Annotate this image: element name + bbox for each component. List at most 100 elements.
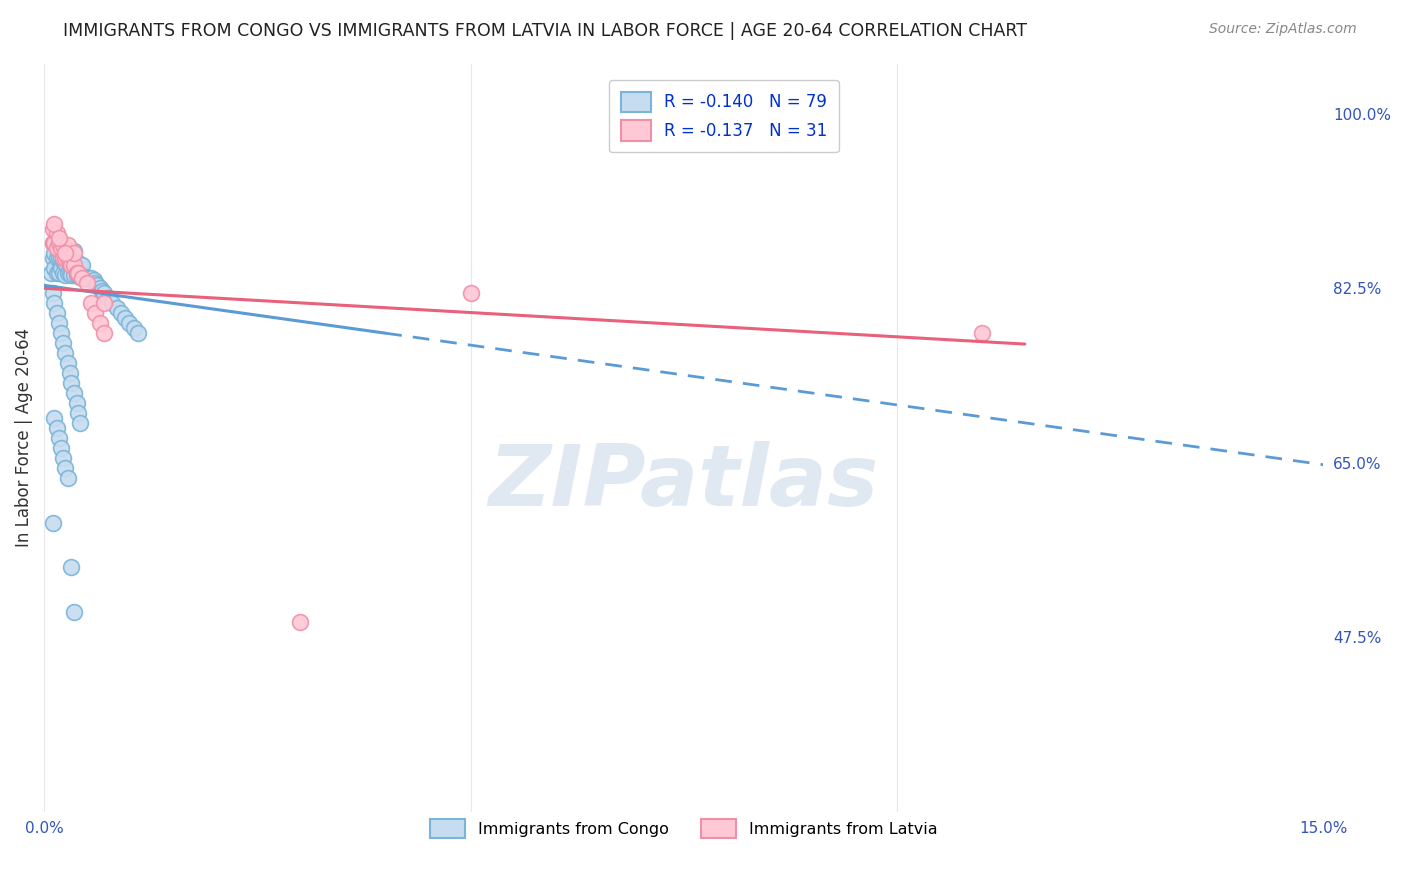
Point — [51, 242, 73, 256]
Point — [72, 270, 94, 285]
Point — [41, 252, 63, 266]
Point — [59, 254, 82, 268]
Point — [105, 301, 128, 316]
Point — [59, 366, 82, 380]
Point — [60, 268, 83, 283]
Point — [63, 246, 86, 260]
Legend: Immigrants from Congo, Immigrants from Latvia: Immigrants from Congo, Immigrants from L… — [423, 813, 943, 845]
Point — [44, 410, 66, 425]
Point — [69, 270, 91, 285]
Point — [44, 246, 66, 260]
Y-axis label: In Labor Force | Age 20-64: In Labor Force | Age 20-64 — [15, 328, 32, 548]
Point — [77, 271, 100, 285]
Point — [72, 259, 94, 273]
Point — [73, 270, 96, 285]
Point — [52, 450, 75, 465]
Point — [55, 460, 77, 475]
Point — [56, 356, 79, 370]
Point — [44, 217, 66, 231]
Text: IMMIGRANTS FROM CONGO VS IMMIGRANTS FROM LATVIA IN LABOR FORCE | AGE 20-64 CORRE: IMMIGRANTS FROM CONGO VS IMMIGRANTS FROM… — [63, 22, 1028, 40]
Point — [48, 252, 70, 266]
Point — [972, 326, 994, 340]
Point — [60, 376, 83, 390]
Point — [51, 242, 73, 256]
Point — [60, 254, 83, 268]
Point — [51, 252, 73, 266]
Point — [45, 266, 67, 280]
Point — [45, 421, 67, 435]
Point — [72, 271, 94, 285]
Point — [63, 244, 86, 259]
Point — [63, 386, 86, 401]
Point — [84, 306, 107, 320]
Point — [41, 516, 63, 530]
Point — [55, 346, 77, 360]
Point — [65, 256, 87, 270]
Point — [101, 296, 124, 310]
Point — [48, 236, 70, 251]
Point — [45, 227, 67, 241]
Point — [48, 431, 70, 445]
Point — [41, 286, 63, 301]
Point — [67, 268, 90, 283]
Point — [56, 238, 79, 252]
Point — [52, 254, 75, 268]
Point — [84, 277, 107, 291]
Point — [41, 221, 63, 235]
Point — [56, 252, 79, 266]
Point — [44, 261, 66, 276]
Point — [67, 406, 90, 420]
Point — [76, 277, 98, 291]
Point — [93, 326, 115, 340]
Point — [127, 326, 149, 340]
Point — [114, 311, 136, 326]
Point — [63, 256, 86, 270]
Point — [83, 273, 105, 287]
Point — [48, 316, 70, 330]
Point — [55, 244, 77, 259]
Point — [51, 441, 73, 455]
Point — [56, 266, 79, 280]
Point — [56, 244, 79, 259]
Point — [52, 242, 75, 256]
Point — [45, 252, 67, 266]
Point — [48, 266, 70, 280]
Text: ZIPatlas: ZIPatlas — [488, 442, 879, 524]
Point — [55, 252, 77, 266]
Point — [59, 266, 82, 280]
Point — [52, 266, 75, 280]
Point — [55, 246, 77, 260]
Point — [118, 316, 141, 330]
Point — [45, 242, 67, 256]
Point — [86, 278, 108, 293]
Point — [63, 259, 86, 273]
Point — [44, 296, 66, 310]
Point — [48, 231, 70, 245]
Point — [56, 254, 79, 268]
Point — [80, 271, 103, 285]
Point — [60, 560, 83, 574]
Point — [41, 236, 63, 251]
Point — [52, 336, 75, 351]
Point — [460, 286, 482, 301]
Point — [91, 285, 114, 299]
Point — [63, 268, 86, 283]
Point — [44, 236, 66, 251]
Point — [69, 416, 91, 430]
Point — [65, 396, 87, 410]
Point — [122, 321, 145, 335]
Point — [52, 252, 75, 266]
Point — [93, 296, 115, 310]
Point — [67, 266, 90, 280]
Point — [55, 256, 77, 270]
Point — [89, 316, 111, 330]
Point — [76, 271, 98, 285]
Point — [288, 615, 311, 630]
Point — [56, 470, 79, 484]
Point — [65, 266, 87, 280]
Point — [63, 605, 86, 619]
Point — [65, 268, 87, 283]
Point — [51, 326, 73, 340]
Point — [97, 291, 120, 305]
Point — [51, 261, 73, 276]
